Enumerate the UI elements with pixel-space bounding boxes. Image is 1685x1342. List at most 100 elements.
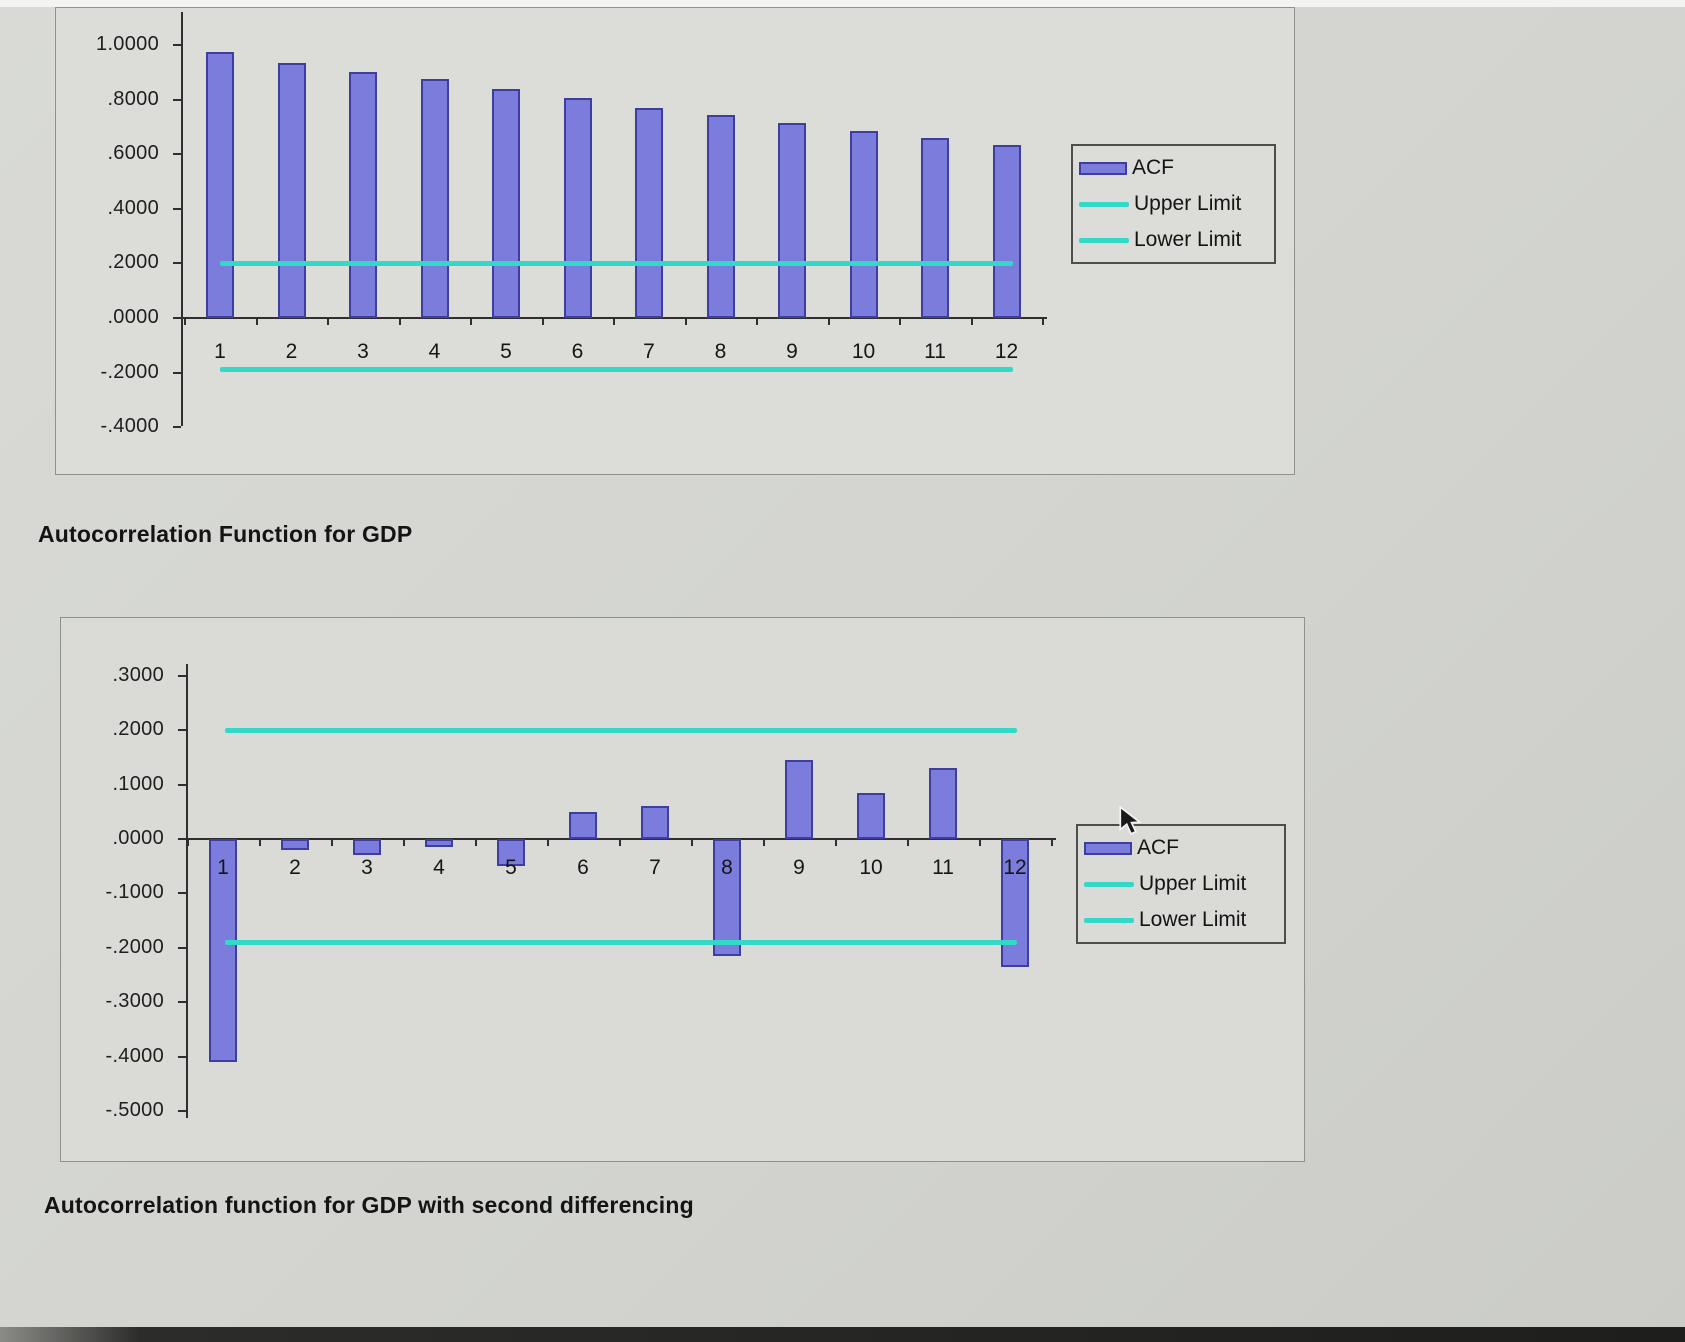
- x-tick-mark: [970, 318, 973, 325]
- screen-top-strip: [0, 0, 1685, 7]
- x-tick-label: 11: [924, 340, 946, 363]
- x-tick-mark: [255, 318, 258, 325]
- y-tick-label: -.3000: [105, 990, 164, 1013]
- upper-limit-line: [220, 260, 1013, 266]
- x-tick-mark: [1051, 839, 1053, 846]
- y-tick-label: -.4000: [100, 415, 159, 438]
- x-tick-mark: [613, 318, 616, 325]
- x-tick-mark: [187, 839, 189, 846]
- y-tick-label: -.4000: [105, 1044, 164, 1067]
- legend-label-upper-limit: Upper Limit: [1139, 872, 1247, 895]
- acf-bar: [706, 114, 735, 318]
- legend-label-acf: ACF: [1137, 836, 1179, 859]
- x-tick-mark: [259, 839, 261, 846]
- x-tick-mark: [899, 318, 902, 325]
- legend-label-lower-limit: Lower Limit: [1134, 228, 1242, 251]
- legend-label-acf: ACF: [1132, 156, 1174, 179]
- x-tick-mark: [979, 839, 981, 846]
- x-tick-label: 5: [505, 856, 517, 879]
- acf-bar-swatch-icon: [1079, 161, 1127, 175]
- x-tick-label: 9: [786, 340, 798, 363]
- y-tick-mark: [178, 892, 186, 895]
- acf-bar: [349, 72, 377, 318]
- acf-bar: [635, 107, 663, 318]
- lower-limit-line-swatch-icon: [1079, 237, 1129, 243]
- acf-bar: [785, 760, 813, 839]
- lower-limit-line: [220, 367, 1013, 373]
- acf-bar: [420, 79, 449, 318]
- acf-bar: [641, 806, 669, 839]
- x-tick-mark: [327, 318, 330, 325]
- y-tick-mark: [178, 1055, 186, 1058]
- x-tick-mark: [475, 839, 477, 846]
- x-tick-label: 7: [649, 856, 661, 879]
- legend-item-acf: ACF: [1084, 836, 1278, 860]
- y-tick-mark: [178, 783, 186, 786]
- x-tick-label: 4: [428, 340, 441, 363]
- x-axis-line: [186, 838, 1056, 840]
- x-tick-label: 6: [571, 340, 584, 363]
- acf-bar: [206, 51, 234, 318]
- y-tick-mark: [173, 153, 181, 156]
- y-tick-mark: [173, 426, 181, 429]
- x-tick-label: 11: [932, 856, 954, 879]
- screen-bottom-strip: [0, 1327, 1685, 1342]
- acf-bar: [569, 811, 597, 839]
- y-axis-line: [181, 12, 183, 426]
- y-tick-mark: [173, 98, 181, 101]
- legend-label-upper-limit: Upper Limit: [1134, 192, 1242, 215]
- legend-gdp: ACF Upper Limit Lower Limit: [1071, 144, 1276, 264]
- x-tick-mark: [684, 318, 687, 325]
- x-tick-mark: [907, 839, 909, 846]
- lower-limit-line: [225, 939, 1017, 945]
- y-tick-label: 1.0000: [96, 33, 159, 55]
- x-tick-label: 10: [851, 340, 876, 363]
- acf-bar: [929, 768, 957, 839]
- upper-limit-line-swatch-icon: [1084, 881, 1134, 887]
- x-tick-mark: [184, 318, 187, 325]
- acf-chart-panel-gdp-diff2: ACF Upper Limit Lower Limit .3000 .2000 .1…: [60, 617, 1305, 1162]
- legend-item-upper-limit: Upper Limit: [1084, 872, 1278, 896]
- x-tick-mark: [547, 839, 549, 846]
- acf-bar: [992, 144, 1021, 318]
- upper-limit-line-swatch-icon: [1079, 201, 1129, 207]
- y-tick-mark: [173, 371, 181, 374]
- x-tick-mark: [763, 839, 765, 846]
- acf-bar: [563, 98, 592, 318]
- y-axis-line: [186, 664, 188, 1118]
- x-tick-label: 3: [357, 340, 369, 363]
- legend-gdp-diff2: ACF Upper Limit Lower Limit: [1076, 824, 1286, 944]
- x-tick-mark: [756, 318, 759, 325]
- acf-bar: [492, 88, 520, 318]
- y-tick-label: .0000: [112, 827, 164, 849]
- x-tick-mark: [541, 318, 544, 325]
- acf-bar: [921, 137, 949, 318]
- y-tick-mark: [173, 262, 181, 265]
- acf-bar: [353, 839, 381, 856]
- x-tick-mark: [1042, 318, 1045, 325]
- acf-bar: [277, 62, 306, 318]
- acf-chart-panel-gdp: ACF Upper Limit Lower Limit 1.0000 .8000.…: [55, 7, 1295, 475]
- x-tick-label: 10: [859, 856, 883, 879]
- acf-bar: [281, 839, 309, 850]
- x-tick-label: 3: [361, 856, 373, 879]
- y-tick-label: .2000: [107, 251, 159, 274]
- x-tick-label: 6: [577, 856, 589, 879]
- legend-item-acf: ACF: [1079, 156, 1268, 180]
- x-tick-mark: [470, 318, 473, 325]
- y-tick-label: .3000: [112, 663, 164, 686]
- x-tick-label: 2: [285, 340, 298, 363]
- legend-label-lower-limit: Lower Limit: [1139, 908, 1247, 931]
- y-tick-label: .1000: [112, 772, 164, 795]
- lower-limit-line-swatch-icon: [1084, 917, 1134, 923]
- y-tick-label: .2000: [112, 718, 164, 741]
- x-tick-label: 12: [1003, 856, 1027, 879]
- x-tick-label: 12: [994, 340, 1019, 363]
- x-tick-mark: [619, 839, 621, 846]
- legend-item-upper-limit: Upper Limit: [1079, 192, 1268, 216]
- acf-bar: [1001, 839, 1029, 967]
- x-tick-label: 1: [214, 340, 226, 363]
- x-tick-label: 4: [433, 856, 445, 879]
- y-tick-label: .8000: [107, 87, 159, 110]
- y-tick-mark: [173, 44, 181, 46]
